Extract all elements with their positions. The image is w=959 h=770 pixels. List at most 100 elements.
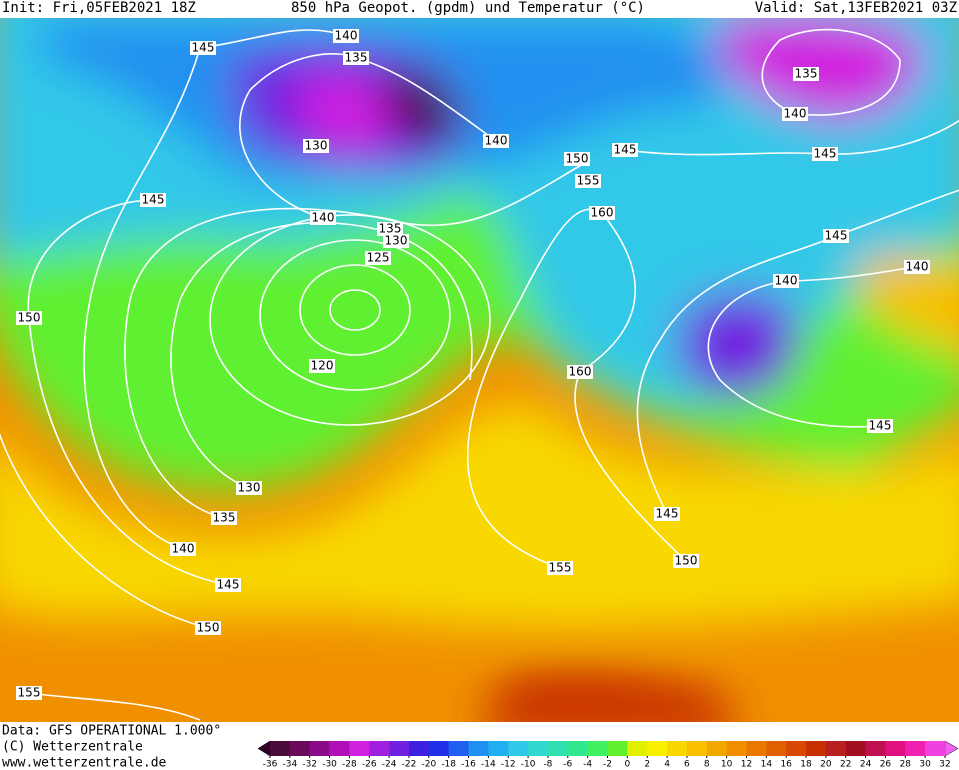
contour-label-box — [575, 174, 601, 188]
colorbar-segment — [706, 741, 727, 756]
colorbar-under — [257, 740, 271, 757]
colorbar-segment — [825, 741, 847, 756]
colorbar-tick-label: 8 — [704, 760, 710, 770]
colorbar-segment — [547, 741, 569, 756]
contour-label: 155 — [549, 561, 572, 575]
colorbar-segment — [408, 741, 430, 756]
contour-label-box — [904, 260, 930, 274]
contour-label: 145 — [192, 41, 215, 55]
colorbar-over — [944, 740, 959, 757]
contour — [329, 289, 381, 331]
valid-time: Valid: Sat,13FEB2021 03Z — [755, 0, 957, 16]
colorbar-tick-label: 20 — [820, 760, 832, 770]
contour-label-box — [654, 507, 680, 521]
contour-label: 145 — [142, 193, 165, 207]
contour-label: 140 — [784, 107, 807, 121]
contour-label-box — [782, 107, 808, 121]
contour-label-box — [793, 67, 819, 81]
colorbar-segment — [448, 741, 469, 756]
contour-label: 145 — [814, 147, 837, 161]
colorbar-tick-label: -22 — [402, 760, 417, 770]
colorbar-tick-label: -32 — [302, 760, 317, 770]
colorbar-segment — [905, 741, 926, 756]
colorbar-tick-label: 12 — [741, 760, 752, 770]
init-time: Init: Fri,05FEB2021 18Z — [2, 0, 196, 16]
colorbar-tick-label: 10 — [721, 760, 733, 770]
colorbar-segment — [488, 741, 509, 756]
contour-label-box — [483, 134, 509, 148]
colorbar-tick-label: 24 — [860, 760, 872, 770]
contour-label: 160 — [591, 206, 614, 220]
colorbar-tick-label: -24 — [382, 760, 397, 770]
colorbar-segment — [667, 741, 688, 756]
contour-label-box — [564, 152, 590, 166]
contour-label-box — [195, 621, 221, 635]
contour-label-box — [567, 365, 593, 379]
contour-label-box — [236, 481, 262, 495]
contour — [239, 53, 497, 219]
colorbar-segment — [786, 741, 807, 756]
contour — [259, 239, 451, 391]
contour-label: 145 — [217, 578, 240, 592]
contour-label: 135 — [379, 222, 402, 236]
contour-label-box — [383, 234, 409, 248]
colorbar-tick-label: -16 — [461, 760, 476, 770]
colorbar-segment — [845, 741, 866, 756]
colorbar-tick-label: 22 — [840, 760, 851, 770]
contour-label: 120 — [311, 359, 334, 373]
colorbar-tick-label: -20 — [421, 760, 436, 770]
contour-label-box — [812, 147, 838, 161]
colorbar-tick-label: 30 — [919, 760, 931, 770]
colorbar-segment — [289, 741, 311, 756]
colorbar-tick-label: 0 — [624, 760, 630, 770]
contour — [83, 29, 347, 550]
colorbar-tick-label: -18 — [441, 760, 456, 770]
colorbar-segment — [806, 741, 827, 756]
contour-label: 135 — [345, 51, 368, 65]
contour-label: 150 — [197, 621, 220, 635]
contour-label: 155 — [18, 686, 41, 700]
colorbar-segment — [329, 741, 350, 756]
contour-label: 145 — [825, 229, 848, 243]
contour-label: 140 — [906, 260, 929, 274]
colorbar-segment — [349, 741, 370, 756]
colorbar-segment — [389, 741, 410, 756]
colorbar-tick-label: -36 — [263, 760, 278, 770]
contour — [28, 692, 201, 721]
colorbar-segment — [468, 741, 489, 756]
colorbar-segment — [686, 741, 708, 756]
colorbar-segment — [567, 741, 588, 756]
contour-label: 155 — [577, 174, 600, 188]
colorbar-tick-label: 2 — [644, 760, 650, 770]
colorbar-segment — [270, 741, 291, 756]
contour-label-box — [823, 229, 849, 243]
colorbar-tick-label: -34 — [283, 760, 298, 770]
colorbar-tick-label: 14 — [761, 760, 773, 770]
contour-label-box — [673, 554, 699, 568]
contour-label-box — [343, 51, 369, 65]
contour — [0, 432, 209, 629]
colorbar-segment — [925, 741, 946, 756]
contour-label-box — [589, 206, 615, 220]
contour-label: 145 — [614, 143, 637, 157]
contour-label-box — [211, 511, 237, 525]
colorbar-tick-label: -6 — [563, 760, 572, 770]
colorbar-tick-label: -4 — [583, 760, 592, 770]
colorbar: -36 -34 -32 -30 -28 -26 -24 -22 -20 -18 -16 -14 -12-… — [257, 740, 959, 770]
colorbar-tick-label: -10 — [521, 760, 536, 770]
map-title: 850 hPa Geopot. (gpdm) und Temperatur (°… — [291, 0, 645, 16]
colorbar-tick-label: -2 — [603, 760, 612, 770]
contour — [707, 266, 918, 428]
contour-label: 150 — [675, 554, 698, 568]
contour-label-box — [190, 41, 216, 55]
contour-label-box — [140, 193, 166, 207]
contour — [636, 189, 959, 515]
colorbar-tick-label: -14 — [481, 760, 496, 770]
contour-label-box — [547, 561, 573, 575]
contour-label: 140 — [335, 29, 358, 43]
colorbar-tick-label: 4 — [664, 760, 670, 770]
contour-label-box — [867, 419, 893, 433]
colorbar-segment — [766, 741, 787, 756]
contour-label-box — [310, 211, 336, 225]
